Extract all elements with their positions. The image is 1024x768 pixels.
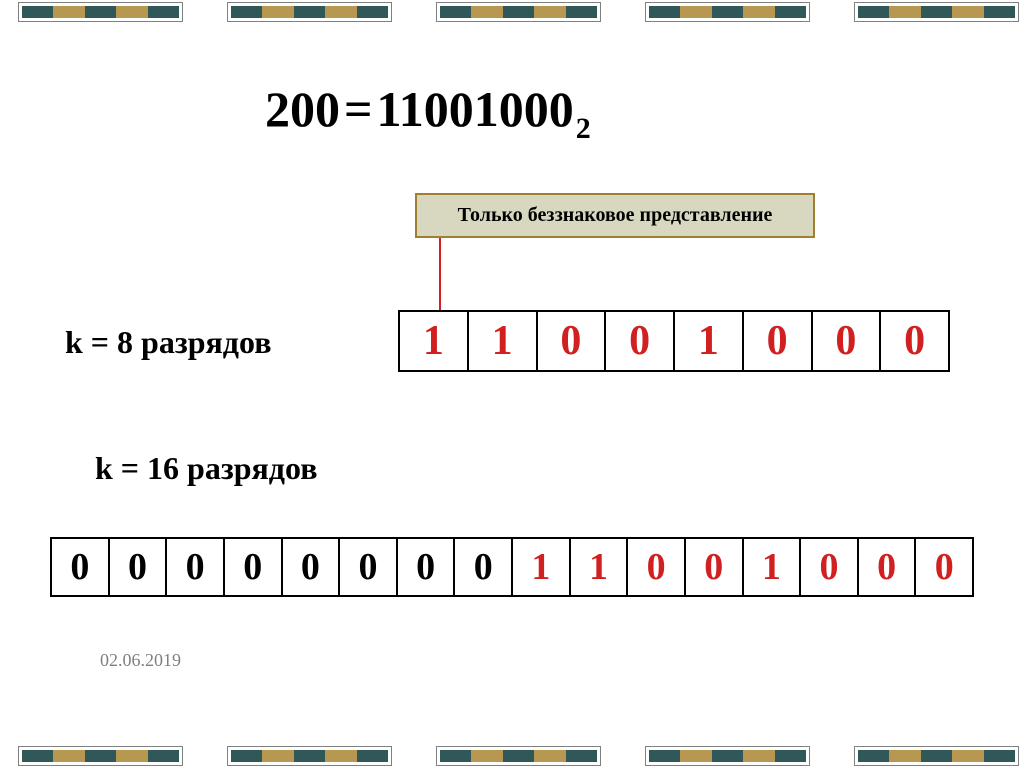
date-text: 02.06.2019 — [100, 650, 181, 671]
bit16-cell: 0 — [398, 539, 456, 595]
equation-base: 2 — [576, 112, 591, 145]
k16-label: k = 16 разрядов — [95, 450, 317, 487]
bit16-cell: 0 — [225, 539, 283, 595]
decor-segment — [18, 2, 183, 22]
bit16-cell: 1 — [513, 539, 571, 595]
equation: 200 = 110010002 — [265, 80, 589, 138]
decor-segment — [854, 2, 1019, 22]
bit8-cell: 0 — [813, 312, 882, 370]
bit16-cell: 1 — [744, 539, 802, 595]
k8-label: k = 8 разрядов — [65, 324, 271, 361]
bit8-cell: 0 — [538, 312, 607, 370]
decor-segment — [227, 746, 392, 766]
decor-segment — [645, 746, 810, 766]
bit8-cell: 1 — [469, 312, 538, 370]
bit16-cell: 0 — [628, 539, 686, 595]
bit8-cell: 0 — [744, 312, 813, 370]
decor-segment — [645, 2, 810, 22]
bit8-cell: 0 — [881, 312, 948, 370]
decor-segment — [18, 746, 183, 766]
unsigned-label-text: Только беззнаковое представление — [458, 204, 773, 227]
decor-top-bar — [0, 0, 1024, 24]
bit16-cell: 0 — [801, 539, 859, 595]
bit16-cell: 1 — [571, 539, 629, 595]
decor-segment — [436, 746, 601, 766]
bit8-cell: 1 — [400, 312, 469, 370]
bit16-cell: 0 — [916, 539, 972, 595]
bit16-cell: 0 — [167, 539, 225, 595]
equation-equals: = — [344, 81, 373, 137]
bit16-cell: 0 — [110, 539, 168, 595]
bit16-cell: 0 — [686, 539, 744, 595]
bit16-cell: 0 — [455, 539, 513, 595]
bit16-cell: 0 — [859, 539, 917, 595]
bit16-cell: 0 — [340, 539, 398, 595]
bit8-cell: 1 — [675, 312, 744, 370]
bits-16-row: 0000000011001000 — [50, 537, 974, 597]
equation-binary: 11001000 — [377, 81, 574, 137]
bits-8-row: 11001000 — [398, 310, 950, 372]
bit16-cell: 0 — [283, 539, 341, 595]
decor-segment — [227, 2, 392, 22]
bit8-cell: 0 — [606, 312, 675, 370]
equation-decimal: 200 — [265, 81, 340, 137]
bit16-cell: 0 — [52, 539, 110, 595]
decor-bottom-bar — [0, 744, 1024, 768]
unsigned-label-box: Только беззнаковое представление — [415, 193, 815, 238]
decor-segment — [854, 746, 1019, 766]
decor-segment — [436, 2, 601, 22]
